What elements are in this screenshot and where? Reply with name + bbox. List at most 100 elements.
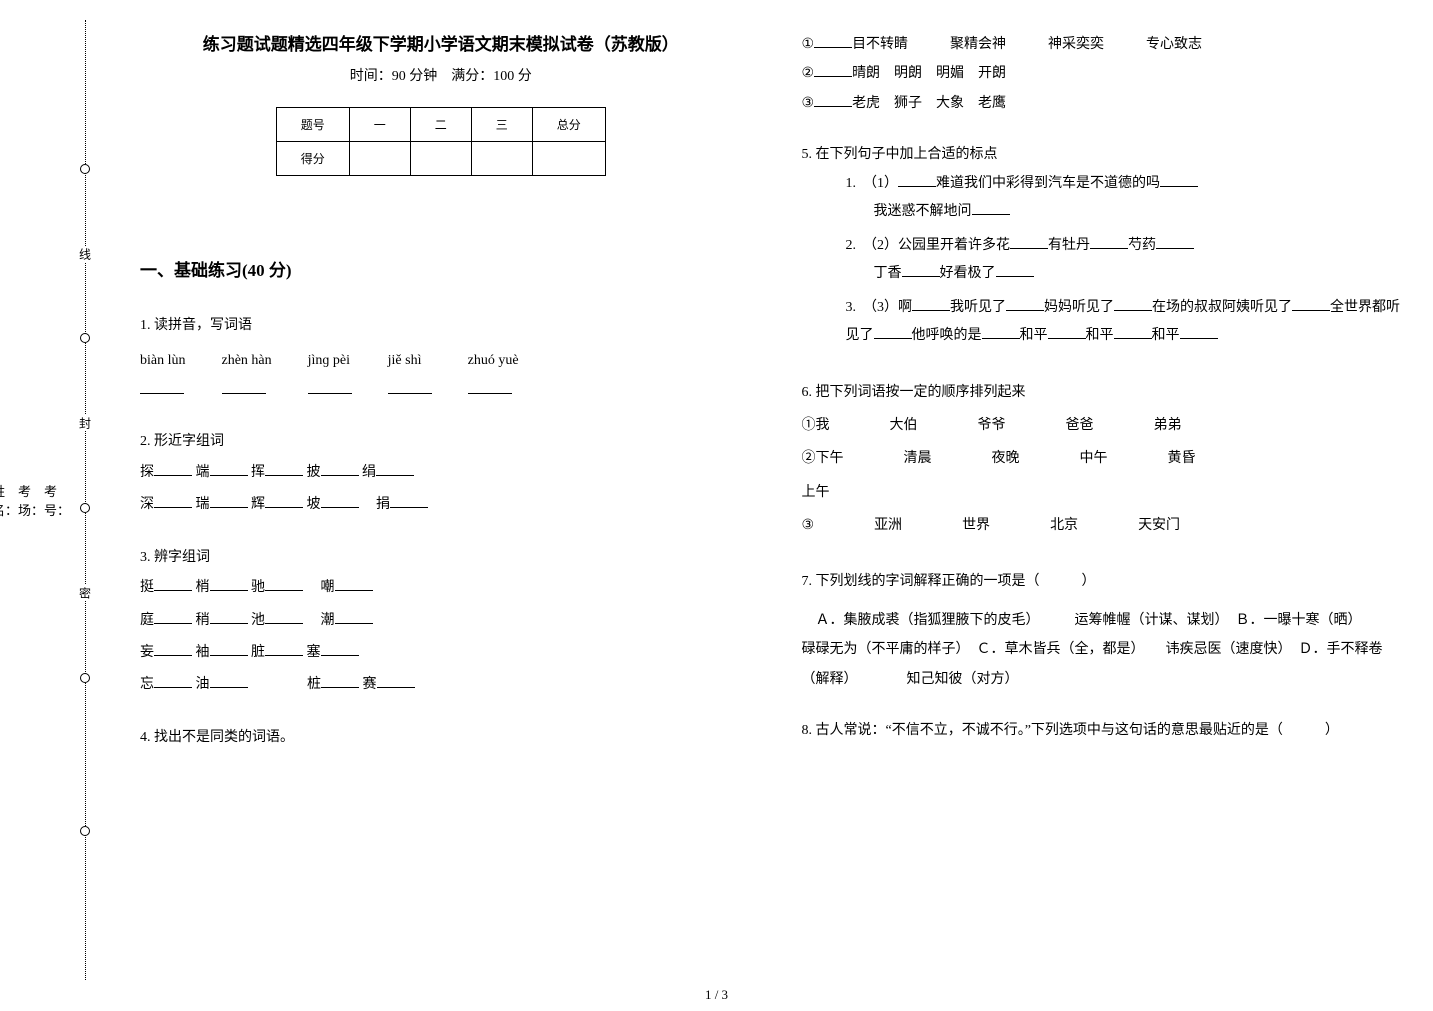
blank xyxy=(1090,235,1128,249)
char: 瑞 xyxy=(196,497,210,512)
opt-text: 目不转睛 聚精会神 神采奕奕 专心致志 xyxy=(852,37,1202,52)
binding-circle xyxy=(80,826,90,836)
char: 探 xyxy=(140,465,154,480)
blank xyxy=(154,642,192,656)
binding-labels: 考号： 考场： 姓名： 班级： 学校： xyxy=(40,20,70,980)
blank xyxy=(210,642,248,656)
question-1: 1. 读拼音，写词语 biàn lùn zhèn hàn jìnɡ pèi ji… xyxy=(140,311,742,405)
word: 爸爸 xyxy=(1066,411,1094,440)
char: 赛 xyxy=(363,677,377,692)
blank xyxy=(154,462,192,476)
word-row: 深 瑞 辉 坡 捐 xyxy=(140,489,742,521)
char: 桩 xyxy=(307,677,321,692)
pinyin-item: biàn lùn xyxy=(140,346,186,405)
blank xyxy=(265,462,303,476)
td-blank xyxy=(349,142,410,176)
opt-text: 晴朗 明朗 明媚 开朗 xyxy=(852,66,1006,81)
txt: 和平 xyxy=(1152,328,1180,343)
blank xyxy=(154,610,192,624)
word: 亚洲 xyxy=(874,511,902,540)
char: 捐 xyxy=(376,497,390,512)
q1-stem: 1. 读拼音，写词语 xyxy=(140,311,742,340)
blank xyxy=(814,63,852,77)
binding-circle xyxy=(80,164,90,174)
blank xyxy=(390,494,428,508)
word: 爷爷 xyxy=(978,411,1006,440)
blank xyxy=(376,462,414,476)
char: 绢 xyxy=(362,465,376,480)
txt: 和平 xyxy=(1020,328,1048,343)
word: 黄昏 xyxy=(1168,444,1196,473)
pinyin: jiě shì xyxy=(388,353,422,368)
word: 上午 xyxy=(802,478,830,507)
blank xyxy=(321,642,359,656)
blank xyxy=(972,201,1010,215)
pinyin: zhèn hàn xyxy=(222,353,272,368)
opt-row-wrap: ②下午 清晨 夜晚 中午 黄昏 上午 xyxy=(802,444,1404,507)
word: 清晨 xyxy=(904,444,932,473)
opt-row: ③ 亚洲 世界 北京 天安门 xyxy=(802,511,1404,540)
blank xyxy=(210,577,248,591)
txt: 他呼唤的是 xyxy=(912,328,982,343)
blank xyxy=(222,380,266,394)
opt-row: ②下午 清晨 夜晚 中午 黄昏 xyxy=(802,444,1404,473)
exam-subtitle: 时间：90 分钟 满分：100 分 xyxy=(140,65,742,85)
char: 嘲 xyxy=(321,580,335,595)
blank xyxy=(1160,173,1198,187)
blank xyxy=(265,577,303,591)
opt-line: ①目不转睛 聚精会神 神采奕奕 专心致志 xyxy=(802,30,1404,59)
page-content: 练习题试题精选四年级下学期小学语文期末模拟试卷（苏教版） 时间：90 分钟 满分… xyxy=(140,30,1403,981)
blank xyxy=(874,325,912,339)
question-4-opts: ①目不转睛 聚精会神 神采奕奕 专心致志 ②晴朗 明朗 明媚 开朗 ③老虎 狮子… xyxy=(802,30,1404,118)
blank xyxy=(210,674,248,688)
blank xyxy=(1156,235,1194,249)
right-column: ①目不转睛 聚精会神 神采奕奕 专心致志 ②晴朗 明朗 明媚 开朗 ③老虎 狮子… xyxy=(802,30,1404,981)
txt: 有牡丹 xyxy=(1048,238,1090,253)
pinyin: biàn lùn xyxy=(140,353,186,368)
txt: 芍药 xyxy=(1128,238,1156,253)
word-row: 挺 梢 驰 嘲 xyxy=(140,572,742,604)
blank xyxy=(335,610,373,624)
char: 深 xyxy=(140,497,154,512)
sub-num: 1. xyxy=(846,176,857,191)
word-row: 探 端 挥 披 绢 xyxy=(140,457,742,489)
txt: 和平 xyxy=(1086,328,1114,343)
list-item: 1. （1）难道我们中彩得到汽车是不道德的吗 我迷惑不解地问 xyxy=(846,170,1404,226)
blank xyxy=(321,494,359,508)
blank xyxy=(140,380,184,394)
txt: （2）公园里开着许多花 xyxy=(870,238,1010,253)
sub-num: 3. xyxy=(846,300,857,315)
question-5: 5. 在下列句子中加上合适的标点 1. （1）难道我们中彩得到汽车是不道德的吗 … xyxy=(802,140,1404,355)
word: 北京 xyxy=(1050,511,1078,540)
blank xyxy=(1010,235,1048,249)
blank xyxy=(388,380,432,394)
q7-opts: Ａ．集腋成裘（指狐狸腋下的皮毛） 运筹帷幄（计谋、谋划） Ｂ．一曝十寒（晒） 碌… xyxy=(802,606,1404,694)
char: 披 xyxy=(307,465,321,480)
question-3: 3. 辨字组词 挺 梢 驰 嘲 庭 稍 池 潮 妄 袖 脏 塞 忘 油 xyxy=(140,543,742,701)
blank xyxy=(1180,325,1218,339)
word-row: 忘 油 桩 赛 xyxy=(140,669,742,701)
word: 天安门 xyxy=(1138,511,1180,540)
blank xyxy=(321,462,359,476)
txt: 我听见了 xyxy=(950,300,1006,315)
question-7: 7. 下列划线的字词解释正确的一项是（ ） Ａ．集腋成裘（指狐狸腋下的皮毛） 运… xyxy=(802,567,1404,695)
blank xyxy=(982,325,1020,339)
q2-stem: 2. 形近字组词 xyxy=(140,427,742,456)
word: 弟弟 xyxy=(1154,411,1182,440)
blank xyxy=(1292,297,1330,311)
txt: （3）啊 xyxy=(870,300,912,315)
blank xyxy=(321,674,359,688)
char: 稍 xyxy=(196,613,210,628)
page-number: 1 / 3 xyxy=(705,987,728,1003)
blank xyxy=(210,610,248,624)
q5-stem: 5. 在下列句子中加上合适的标点 xyxy=(802,140,1404,169)
blank xyxy=(154,674,192,688)
sub-num: 2. xyxy=(846,238,857,253)
q5-list: 1. （1）难道我们中彩得到汽车是不道德的吗 我迷惑不解地问 2. （2）公园里… xyxy=(802,170,1404,350)
blank xyxy=(154,494,192,508)
blank xyxy=(265,610,303,624)
opt-line: ②晴朗 明朗 明媚 开朗 xyxy=(802,59,1404,88)
word: 夜晚 xyxy=(992,444,1020,473)
pinyin-item: jiě shì xyxy=(388,346,432,405)
td-blank xyxy=(532,142,605,176)
